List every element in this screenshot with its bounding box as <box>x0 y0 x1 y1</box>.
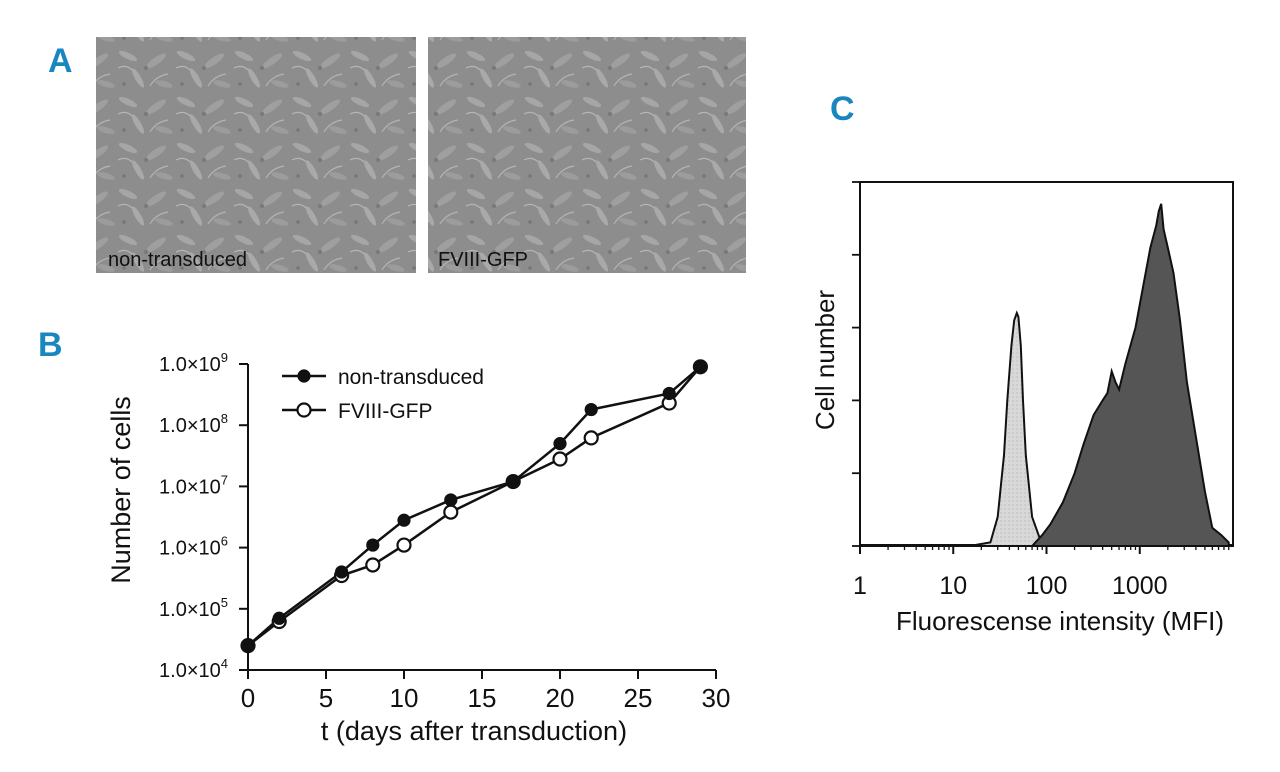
y-tick-label: 1.0×104 <box>159 656 228 682</box>
micrograph-label: non-transduced <box>108 249 247 271</box>
x-tick-label: 25 <box>624 683 653 713</box>
x-axis-title: Fluorescense intensity (MFI) <box>896 606 1224 636</box>
data-point-non-transduced <box>693 360 708 374</box>
legend-label-fviii-gfp: FVIII-GFP <box>338 400 433 423</box>
fluorescence-histogram: 1 10 100 1000 Fluorescense intensity (MFI) … <box>810 181 1234 636</box>
x-tick-label: 20 <box>546 683 575 713</box>
y-axis-title: Cell number <box>810 290 840 431</box>
series-line-non-transduced <box>247 365 702 647</box>
x-tick-label: 1 <box>853 572 867 600</box>
data-point-fviii-gfp <box>552 451 568 467</box>
x-tick-label: 100 <box>1026 572 1068 600</box>
x-tick-label: 10 <box>939 572 967 600</box>
y-tick-label: 1.0×108 <box>159 411 228 437</box>
data-point-fviii-gfp <box>365 557 381 573</box>
panel-letter-a: A <box>48 42 73 80</box>
y-tick-label: 1.0×107 <box>159 472 228 498</box>
micrograph-label: FVIII-GFP <box>438 249 528 271</box>
y-tick-label: 1.0×109 <box>159 350 228 376</box>
growth-chart: 0 5 10 15 20 25 30 1.0×104 1.0×105 1.0×106 1.0×10… <box>106 350 730 746</box>
data-point-non-transduced <box>272 611 286 625</box>
y-tick-label: 1.0×105 <box>159 595 228 621</box>
data-point-non-transduced <box>397 513 411 527</box>
legend-marker-non-transduced <box>297 369 311 383</box>
data-point-non-transduced <box>444 493 458 507</box>
data-point-non-transduced <box>584 402 598 417</box>
x-tick-label: 1000 <box>1112 572 1168 600</box>
data-point-fviii-gfp <box>443 504 459 520</box>
data-point-non-transduced <box>506 474 520 489</box>
x-tick-label: 10 <box>390 683 419 713</box>
data-point-fviii-gfp <box>583 430 599 446</box>
data-point-non-transduced <box>662 386 676 401</box>
x-tick-label: 15 <box>468 683 497 713</box>
panel-letter-b: B <box>38 326 63 364</box>
x-tick-label: 0 <box>241 683 255 713</box>
x-axis-title: t (days after transduction) <box>321 716 627 746</box>
legend-label-non-transduced: non-transduced <box>338 366 484 389</box>
x-tick-label: 30 <box>702 683 731 713</box>
micrograph-non-transduced: non-transduced <box>96 37 416 273</box>
data-point-non-transduced <box>241 639 255 653</box>
panel-letter-c: C <box>830 90 855 128</box>
histogram-fviii-gfp <box>1031 203 1230 547</box>
data-point-non-transduced <box>553 437 567 451</box>
data-point-fviii-gfp <box>396 537 412 553</box>
data-point-non-transduced <box>335 565 349 579</box>
data-point-non-transduced <box>366 538 380 552</box>
x-tick-label: 5 <box>319 683 333 713</box>
y-axis-title: Number of cells <box>106 396 136 584</box>
y-tick-label: 1.0×106 <box>159 534 228 560</box>
histogram-non-transduced <box>969 310 1055 547</box>
legend-marker-fviii-gfp <box>296 402 312 418</box>
series-line-fviii-gfp <box>247 365 702 647</box>
micrograph-fviii-gfp: FVIII-GFP <box>428 37 746 273</box>
